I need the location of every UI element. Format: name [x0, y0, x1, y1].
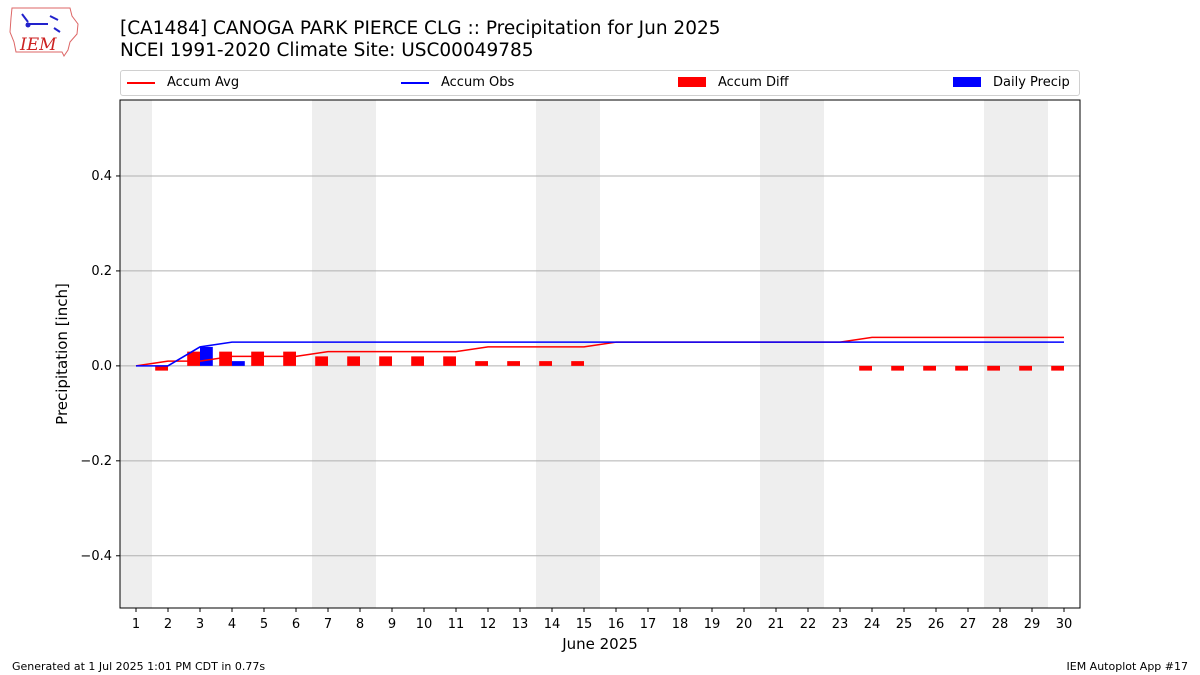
x-tick-label: 5 [260, 617, 268, 632]
legend-label: Accum Avg [167, 75, 240, 90]
accum-diff-bar [187, 351, 200, 366]
accum-diff-bar [283, 351, 296, 366]
x-tick-label: 10 [416, 617, 433, 632]
legend-label: Accum Diff [718, 75, 789, 90]
app-label: IEM Autoplot App #17 [1066, 660, 1189, 673]
x-tick-label: 23 [832, 617, 849, 632]
weekend-band [984, 100, 1048, 608]
weekend-band [120, 100, 152, 608]
weekend-band [760, 100, 824, 608]
y-tick-label: 0.4 [91, 169, 112, 184]
x-tick-label: 29 [1024, 617, 1041, 632]
accum-diff-bar [251, 351, 264, 366]
accum-diff-bar [1019, 365, 1032, 371]
x-tick-label: 7 [324, 617, 332, 632]
accum-diff-bar [955, 365, 968, 371]
accum-diff-bar [859, 365, 872, 371]
accum-diff-bar [411, 356, 424, 366]
accum-diff-bar [475, 361, 488, 366]
x-tick-label: 15 [576, 617, 593, 632]
legend-swatch-daily-precip [953, 77, 981, 87]
accum-diff-bar [923, 365, 936, 371]
x-tick-label: 30 [1056, 617, 1073, 632]
legend: Accum Avg Accum Obs Accum Diff Daily Pre… [120, 70, 1080, 96]
legend-swatch-accum-diff [678, 77, 706, 87]
x-tick-label: 22 [800, 617, 817, 632]
x-tick-label: 11 [448, 617, 465, 632]
x-tick-label: 26 [928, 617, 945, 632]
x-tick-label: 2 [164, 617, 172, 632]
x-tick-label: 25 [896, 617, 913, 632]
accum-diff-bar [347, 356, 360, 366]
accum-diff-bar [379, 356, 392, 366]
y-tick-label: −0.2 [80, 454, 112, 469]
x-tick-label: 27 [960, 617, 977, 632]
x-tick-label: 8 [356, 617, 364, 632]
x-axis-label: June 2025 [561, 635, 638, 653]
accum-avg-line [135, 336, 1064, 367]
y-axis-label: Precipitation [inch] [53, 283, 71, 425]
x-tick-label: 4 [228, 617, 236, 632]
x-tick-label: 19 [704, 617, 721, 632]
x-tick-label: 20 [736, 617, 753, 632]
logo-text: IEM [19, 35, 57, 55]
accum-diff-bar [571, 361, 584, 366]
x-tick-label: 12 [480, 617, 497, 632]
x-tick-label: 16 [608, 617, 625, 632]
iem-logo: IEM [9, 7, 79, 57]
weekend-band [312, 100, 376, 608]
plot-frame [119, 99, 1081, 609]
x-tick-label: 28 [992, 617, 1009, 632]
accum-diff-bar [891, 365, 904, 371]
x-tick-label: 1 [132, 617, 140, 632]
x-tick-label: 14 [544, 617, 561, 632]
accum-diff-bar [315, 356, 328, 366]
accum-diff-bar [443, 356, 456, 366]
x-tick-label: 13 [512, 617, 529, 632]
y-tick-label: 0.0 [91, 359, 112, 374]
daily-precip-bar [200, 346, 213, 366]
weekend-band [536, 100, 600, 608]
accum-diff-bar [987, 365, 1000, 371]
accum-diff-bar [155, 365, 168, 371]
x-tick-label: 18 [672, 617, 689, 632]
legend-label: Accum Obs [441, 75, 515, 90]
accum-diff-bar [507, 361, 520, 366]
chart-subtitle: NCEI 1991-2020 Climate Site: USC00049785 [120, 40, 534, 61]
accum-diff-bar [1051, 365, 1064, 371]
y-tick-label: −0.4 [80, 549, 112, 564]
legend-label: Daily Precip [993, 75, 1070, 90]
chart-title: [CA1484] CANOGA PARK PIERCE CLG :: Preci… [120, 18, 721, 39]
x-tick-label: 3 [196, 617, 204, 632]
daily-precip-bar [232, 361, 245, 366]
x-tick-label: 21 [768, 617, 785, 632]
accum-obs-line [136, 341, 1064, 367]
accum-diff-bar [219, 351, 232, 366]
y-tick-label: 0.2 [91, 264, 112, 279]
accum-diff-bar [539, 361, 552, 366]
x-tick-label: 24 [864, 617, 881, 632]
x-tick-label: 9 [388, 617, 396, 632]
legend-swatch-accum-obs [401, 82, 429, 84]
generated-timestamp: Generated at 1 Jul 2025 1:01 PM CDT in 0… [12, 660, 266, 673]
legend-swatch-accum-avg [127, 82, 155, 84]
x-tick-label: 17 [640, 617, 657, 632]
x-tick-label: 6 [292, 617, 300, 632]
weather-station-icon [21, 13, 61, 33]
